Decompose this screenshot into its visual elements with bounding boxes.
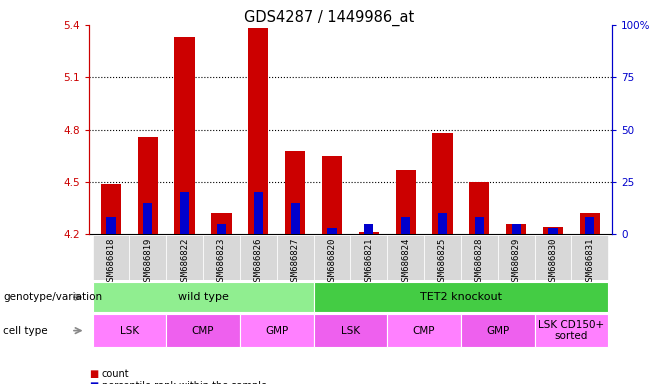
Text: cell type: cell type [3,326,48,336]
Text: LSK: LSK [341,326,360,336]
FancyBboxPatch shape [534,235,571,280]
Bar [291,203,300,234]
Text: GSM686823: GSM686823 [217,237,226,286]
FancyBboxPatch shape [424,235,461,280]
Bar [174,37,195,234]
Text: GDS4287 / 1449986_at: GDS4287 / 1449986_at [244,10,414,26]
Text: GSM686828: GSM686828 [475,237,484,286]
Bar [143,203,153,234]
Text: GSM686827: GSM686827 [291,237,299,286]
Bar [328,228,337,234]
Bar [506,224,526,234]
FancyBboxPatch shape [461,235,497,280]
FancyBboxPatch shape [240,314,314,347]
Text: TET2 knockout: TET2 knockout [420,292,502,302]
Text: CMP: CMP [191,326,215,336]
FancyBboxPatch shape [130,235,166,280]
Text: count: count [102,369,130,379]
Bar [211,214,232,234]
FancyBboxPatch shape [534,314,608,347]
Text: GSM686818: GSM686818 [107,237,115,286]
Bar [395,170,416,234]
Bar [474,217,484,234]
Bar [248,28,268,234]
Text: GSM686821: GSM686821 [365,237,373,286]
Text: ■: ■ [89,369,98,379]
FancyBboxPatch shape [93,282,314,312]
Text: GSM686831: GSM686831 [586,237,594,286]
Bar [285,151,305,234]
Text: wild type: wild type [178,292,228,302]
FancyBboxPatch shape [166,235,203,280]
FancyBboxPatch shape [350,235,387,280]
Bar [543,227,563,234]
FancyBboxPatch shape [93,235,130,280]
FancyBboxPatch shape [497,235,534,280]
FancyBboxPatch shape [166,314,240,347]
FancyBboxPatch shape [314,235,350,280]
Text: LSK CD150+
sorted: LSK CD150+ sorted [538,320,605,341]
FancyBboxPatch shape [387,314,461,347]
Bar [438,214,447,234]
FancyBboxPatch shape [314,282,608,312]
Bar [217,224,226,234]
Bar [364,224,373,234]
Text: LSK: LSK [120,326,139,336]
Text: GSM686826: GSM686826 [254,237,263,286]
FancyBboxPatch shape [93,314,166,347]
Text: GMP: GMP [486,326,509,336]
Bar [107,217,116,234]
Text: GSM686829: GSM686829 [512,237,520,286]
Bar [585,217,594,234]
Text: GSM686825: GSM686825 [438,237,447,286]
Bar [548,228,557,234]
FancyBboxPatch shape [387,235,424,280]
Text: CMP: CMP [413,326,436,336]
Text: GSM686820: GSM686820 [328,237,336,286]
FancyBboxPatch shape [277,235,314,280]
Text: GSM686822: GSM686822 [180,237,189,286]
Bar [469,182,490,234]
FancyBboxPatch shape [240,235,277,280]
Bar [359,232,379,234]
FancyBboxPatch shape [314,314,387,347]
Bar [254,192,263,234]
Bar [180,192,190,234]
Bar [580,214,600,234]
Bar [511,224,520,234]
Text: GSM686830: GSM686830 [549,237,557,286]
Bar [432,133,453,234]
Bar [101,184,121,234]
FancyBboxPatch shape [461,314,534,347]
Bar [401,217,410,234]
Text: GSM686824: GSM686824 [401,237,410,286]
Text: GSM686819: GSM686819 [143,237,152,286]
Text: GMP: GMP [265,326,288,336]
Text: percentile rank within the sample: percentile rank within the sample [102,381,267,384]
Bar [322,156,342,234]
Bar [138,137,158,234]
FancyBboxPatch shape [203,235,240,280]
FancyBboxPatch shape [571,235,608,280]
Text: ■: ■ [89,381,98,384]
Text: genotype/variation: genotype/variation [3,292,103,302]
